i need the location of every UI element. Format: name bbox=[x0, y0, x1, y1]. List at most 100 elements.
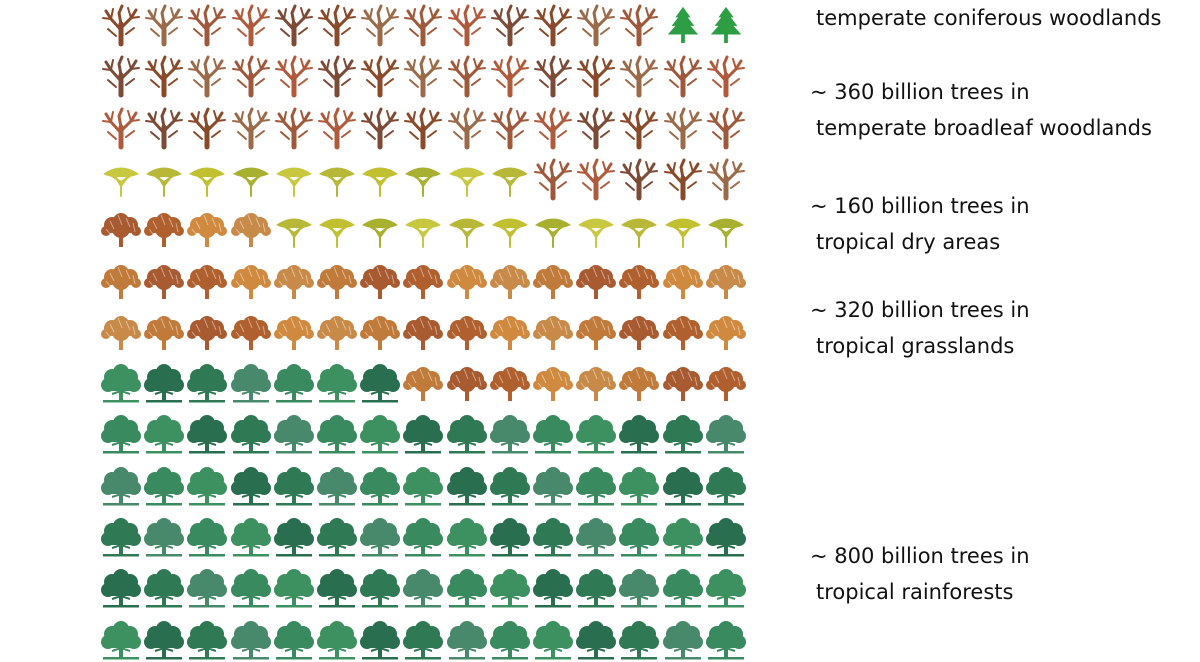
green-tree-icon bbox=[662, 518, 703, 557]
autumn-tree-icon bbox=[230, 264, 271, 299]
acacia-tree-icon bbox=[664, 218, 701, 249]
autumn-tree-icon bbox=[230, 315, 271, 350]
green-tree-icon bbox=[705, 518, 746, 557]
green-tree-icon bbox=[446, 466, 487, 506]
bare-tree-icon bbox=[102, 55, 140, 98]
bare-tree-icon bbox=[145, 55, 184, 98]
acacia-tree-icon bbox=[103, 167, 139, 197]
bare-tree-icon bbox=[145, 107, 184, 150]
green-tree-icon bbox=[446, 569, 487, 608]
green-tree-icon bbox=[533, 466, 573, 506]
bare-tree-icon bbox=[274, 4, 313, 47]
bare-tree-icon bbox=[404, 107, 443, 150]
green-tree-icon bbox=[619, 620, 660, 660]
legend-grassland-line2: tropical grasslands bbox=[816, 334, 1015, 358]
acacia-tree-icon bbox=[707, 218, 744, 249]
autumn-tree-icon bbox=[533, 367, 573, 402]
bare-tree-icon bbox=[404, 55, 443, 98]
autumn-tree-icon bbox=[662, 264, 703, 299]
tree-icon-grid bbox=[101, 4, 746, 660]
green-tree-icon bbox=[317, 364, 357, 403]
green-tree-icon bbox=[360, 364, 401, 403]
bare-tree-icon bbox=[447, 107, 486, 150]
green-tree-icon bbox=[533, 569, 573, 608]
green-tree-icon bbox=[489, 620, 530, 660]
autumn-tree-icon bbox=[705, 315, 746, 350]
bare-tree-icon bbox=[706, 158, 745, 201]
green-tree-icon bbox=[403, 569, 444, 608]
autumn-tree-icon bbox=[273, 315, 314, 350]
bare-tree-icon bbox=[318, 4, 356, 47]
legend-broadleaf: ~ 360 billion trees in temperate broadle… bbox=[810, 74, 1152, 146]
acacia-tree-icon bbox=[362, 218, 399, 249]
bare-tree-icon bbox=[318, 55, 356, 98]
green-tree-icon bbox=[360, 415, 401, 454]
legend-grassland-line1: ~ 320 billion trees in bbox=[810, 298, 1030, 322]
autumn-tree-icon bbox=[230, 213, 271, 248]
green-tree-icon bbox=[144, 518, 185, 557]
green-tree-icon bbox=[533, 415, 573, 454]
bare-tree-icon bbox=[490, 55, 529, 98]
bare-tree-icon bbox=[188, 4, 227, 47]
legend-grassland: ~ 320 billion trees in tropical grasslan… bbox=[810, 292, 1030, 364]
green-tree-icon bbox=[144, 569, 185, 608]
autumn-tree-icon bbox=[101, 315, 141, 350]
bare-tree-icon bbox=[318, 107, 356, 150]
green-tree-icon bbox=[533, 620, 573, 660]
bare-tree-icon bbox=[490, 107, 529, 150]
green-tree-icon bbox=[317, 518, 357, 557]
bare-tree-icon bbox=[188, 55, 227, 98]
autumn-tree-icon bbox=[187, 213, 228, 248]
autumn-tree-icon bbox=[446, 315, 487, 350]
green-tree-icon bbox=[360, 466, 401, 506]
green-tree-icon bbox=[101, 518, 141, 557]
green-tree-icon bbox=[101, 364, 141, 403]
autumn-tree-icon bbox=[144, 315, 185, 350]
bare-tree-icon bbox=[231, 107, 270, 150]
green-tree-icon bbox=[619, 466, 660, 506]
autumn-tree-icon bbox=[403, 367, 444, 402]
acacia-tree-icon bbox=[448, 167, 485, 197]
bare-tree-icon bbox=[361, 55, 400, 98]
green-tree-icon bbox=[576, 518, 617, 557]
green-tree-icon bbox=[446, 518, 487, 557]
bare-tree-icon bbox=[102, 107, 140, 150]
green-tree-icon bbox=[662, 620, 703, 660]
green-tree-icon bbox=[273, 415, 314, 454]
green-tree-icon bbox=[576, 466, 617, 506]
green-tree-icon bbox=[360, 569, 401, 608]
acacia-tree-icon bbox=[275, 167, 312, 197]
bare-tree-icon bbox=[663, 158, 702, 201]
green-tree-icon bbox=[101, 415, 141, 454]
bare-tree-icon bbox=[274, 55, 313, 98]
bare-tree-icon bbox=[188, 107, 227, 150]
green-tree-icon bbox=[317, 620, 357, 660]
acacia-tree-icon bbox=[448, 218, 485, 249]
acacia-tree-icon bbox=[275, 218, 312, 249]
autumn-tree-icon bbox=[705, 264, 746, 299]
bare-tree-icon bbox=[663, 107, 702, 150]
autumn-tree-icon bbox=[576, 315, 617, 350]
green-tree-icon bbox=[273, 364, 314, 403]
conifer-tree-icon bbox=[710, 6, 741, 43]
autumn-tree-icon bbox=[403, 264, 444, 299]
autumn-tree-icon bbox=[317, 264, 357, 299]
green-tree-icon bbox=[403, 415, 444, 454]
green-tree-icon bbox=[317, 466, 357, 506]
acacia-tree-icon bbox=[491, 218, 528, 249]
bare-tree-icon bbox=[577, 107, 616, 150]
legend-rainforest-line2: tropical rainforests bbox=[816, 580, 1014, 604]
green-tree-icon bbox=[273, 620, 314, 660]
bare-tree-icon bbox=[577, 158, 616, 201]
green-tree-icon bbox=[187, 620, 228, 660]
green-tree-icon bbox=[101, 569, 141, 608]
autumn-tree-icon bbox=[489, 315, 530, 350]
acacia-tree-icon bbox=[621, 218, 658, 249]
bare-tree-icon bbox=[620, 55, 659, 98]
bare-tree-icon bbox=[361, 4, 400, 47]
bare-tree-icon bbox=[706, 107, 745, 150]
bare-tree-icon bbox=[231, 4, 270, 47]
acacia-tree-icon bbox=[146, 167, 183, 197]
autumn-tree-icon bbox=[360, 264, 401, 299]
green-tree-icon bbox=[230, 466, 271, 506]
